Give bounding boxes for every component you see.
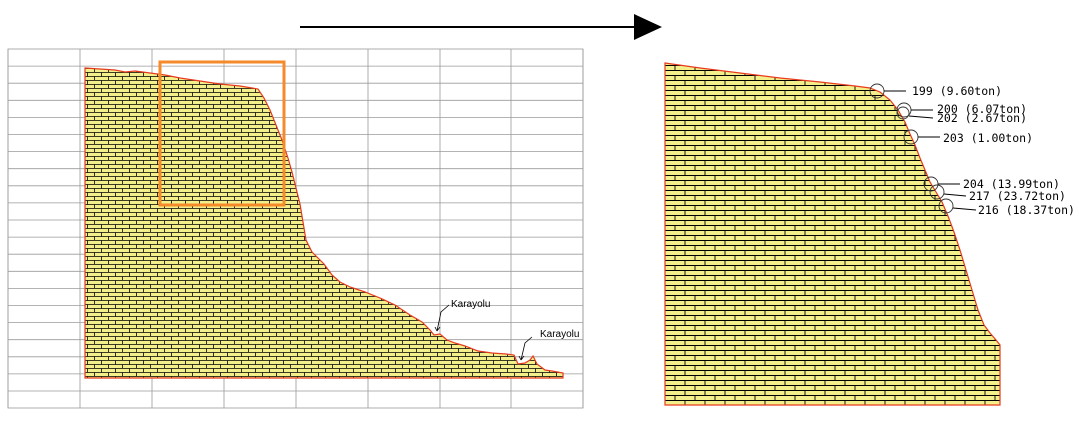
zoom-arrow-head (634, 14, 662, 40)
left-slope-profile (84, 67, 564, 379)
block-216-label: 216 (18.37ton) (978, 203, 1075, 217)
block-204-label: 204 (13.99ton) (963, 177, 1060, 191)
block-200-label: 200 (6.07ton) (937, 102, 1027, 116)
block-216-marker (938, 198, 954, 214)
block-217-label: 217 (23.72ton) (969, 189, 1066, 203)
right-slope-profile (664, 62, 1001, 406)
block-217-marker (929, 184, 945, 200)
road-label-1: Karayolu (451, 299, 490, 310)
zoom-box (158, 60, 286, 207)
block-202-label: 202 (2.67ton) (937, 111, 1027, 125)
block-199-label: 199 (9.60ton) (912, 84, 1002, 98)
block-markers (869, 83, 977, 214)
block-202-marker (896, 106, 910, 120)
left-road-leaders (434, 304, 533, 361)
block-203-label: 203 (1.00ton) (943, 131, 1033, 145)
road-label-2: Karayolu (540, 329, 579, 340)
